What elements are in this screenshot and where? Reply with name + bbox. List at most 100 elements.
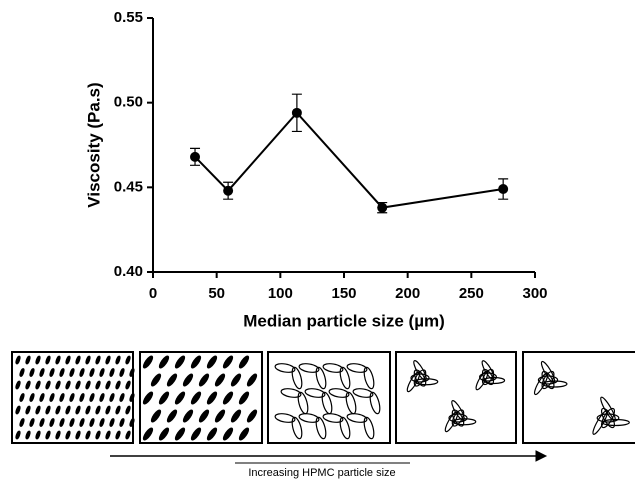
particle: [339, 366, 351, 390]
particle: [15, 405, 21, 415]
particle: [115, 430, 121, 440]
particle: [109, 393, 115, 402]
particle: [119, 418, 125, 427]
particle: [109, 418, 115, 427]
x-tick-label: 200: [395, 285, 420, 302]
particle: [206, 427, 218, 441]
particle: [150, 373, 162, 387]
particle: [39, 368, 45, 377]
particle: [95, 355, 101, 365]
y-tick-label: 0.50: [114, 94, 143, 111]
particle: [115, 355, 121, 365]
particle: [39, 418, 45, 427]
particle: [190, 427, 202, 441]
particle: [35, 405, 41, 415]
particle: [482, 376, 506, 385]
particle: [206, 391, 218, 405]
particle: [75, 355, 81, 365]
particle: [115, 405, 121, 415]
arrow-head: [535, 450, 548, 462]
particle: [79, 368, 85, 377]
particle: [322, 413, 344, 423]
particle: [406, 371, 421, 393]
particle: [119, 368, 125, 377]
y-tick-label: 0.40: [114, 263, 143, 280]
particle: [99, 393, 105, 402]
particle: [75, 430, 81, 440]
particle: [35, 380, 41, 390]
x-tick-label: 0: [149, 285, 157, 302]
x-axis-label: Median particle size (µm): [243, 311, 445, 330]
particle: [15, 380, 21, 390]
particle: [166, 373, 178, 387]
particle: [315, 416, 327, 440]
particle: [166, 409, 178, 423]
particle: [129, 418, 135, 427]
particle: [198, 373, 210, 387]
particle: [55, 405, 61, 415]
particle: [69, 393, 75, 402]
panel: [395, 351, 517, 444]
particle: [158, 355, 170, 369]
particle: [119, 393, 125, 402]
particle: [190, 391, 202, 405]
particle: [85, 355, 91, 365]
particle: [129, 368, 135, 377]
particle: [206, 355, 218, 369]
particle: [481, 368, 495, 386]
particle: [158, 391, 170, 405]
x-tick-label: 300: [522, 285, 547, 302]
particle: [298, 363, 320, 373]
particle: [304, 388, 326, 398]
particle: [542, 380, 568, 388]
particle: [39, 393, 45, 402]
particle: [105, 430, 111, 440]
x-tick-label: 250: [459, 285, 484, 302]
particle: [291, 416, 303, 440]
particle: [274, 363, 296, 373]
particle: [142, 391, 154, 405]
particle: [29, 393, 35, 402]
particle: [246, 409, 258, 423]
particle: [125, 430, 131, 440]
particle: [19, 368, 25, 377]
particle: [174, 391, 186, 405]
particle: [414, 378, 439, 386]
particle: [95, 430, 101, 440]
panel: [522, 351, 635, 444]
y-tick-label: 0.55: [114, 9, 143, 26]
particle: [59, 418, 65, 427]
particle: [85, 405, 91, 415]
particle: [65, 430, 71, 440]
particle: [25, 355, 31, 365]
panel: [267, 351, 391, 444]
particle: [346, 363, 368, 373]
particle: [109, 368, 115, 377]
particle: [59, 368, 65, 377]
particle: [238, 391, 250, 405]
particle: [174, 427, 186, 441]
particle: [105, 380, 111, 390]
particle: [541, 370, 555, 390]
particle: [142, 427, 154, 441]
particle: [35, 430, 41, 440]
particle: [541, 370, 555, 390]
particle: [69, 418, 75, 427]
particle: [298, 413, 320, 423]
particle: [49, 418, 55, 427]
particle: [125, 355, 131, 365]
particle: [352, 388, 374, 398]
y-axis-label: Viscosity (Pa.s): [84, 82, 103, 207]
particle: [451, 409, 465, 427]
data-point: [377, 202, 388, 213]
particle: [99, 418, 105, 427]
particle: [280, 388, 302, 398]
particle: [25, 380, 31, 390]
particle: [444, 411, 459, 433]
particle: [79, 393, 85, 402]
data-point: [498, 184, 509, 195]
particle: [230, 409, 242, 423]
x-tick-label: 50: [208, 285, 225, 302]
particle: [19, 393, 25, 402]
particle: [25, 430, 31, 440]
